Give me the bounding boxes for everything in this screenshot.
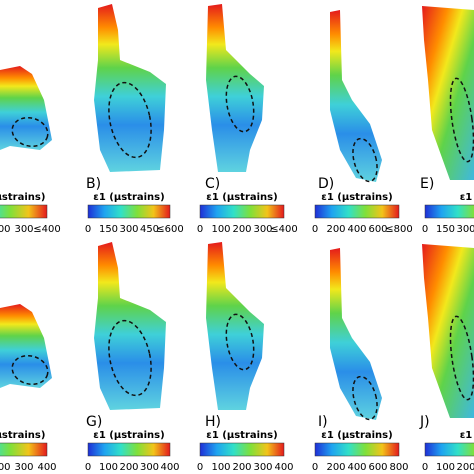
colorbar-tick-label: 600 bbox=[368, 224, 387, 235]
colorbar-tick-label: 0 bbox=[312, 224, 318, 235]
colorbar-tick-label: 200 bbox=[119, 462, 138, 473]
colorbar-title: ε1 (µstrains) bbox=[206, 430, 277, 441]
colorbar bbox=[199, 204, 285, 219]
colorbar bbox=[0, 442, 48, 457]
colorbar bbox=[424, 442, 474, 457]
colorbar-tick-label: 600 bbox=[368, 462, 387, 473]
colorbar bbox=[424, 204, 474, 219]
colorbar-tick-label: 200 bbox=[232, 462, 251, 473]
colorbar-tick-label: 100 bbox=[211, 224, 230, 235]
colorbar-tick-label: 0 bbox=[197, 224, 203, 235]
colorbar-tick-label: 300 bbox=[14, 224, 33, 235]
strain-maps-bottom bbox=[0, 241, 474, 423]
colorbar bbox=[87, 204, 171, 219]
colorbar-title: ε1 (µstrains) bbox=[93, 430, 164, 441]
colorbar-tick-label: 300 bbox=[456, 224, 474, 235]
colorbar-tick-label: 300 bbox=[140, 462, 159, 473]
colorbar-tick-label: 150 bbox=[99, 224, 118, 235]
colorbar bbox=[87, 442, 171, 457]
panel-letter: D) bbox=[318, 176, 334, 192]
colorbar-tick-label: 0 bbox=[197, 462, 203, 473]
colorbar-tick-label: 100 bbox=[99, 462, 118, 473]
colorbar-tick-label: 300 bbox=[253, 224, 272, 235]
colorbar-tick-label: 300 bbox=[119, 224, 138, 235]
colorbar-tick-label: 0 bbox=[422, 224, 428, 235]
colorbar-tick-label: 450 bbox=[140, 224, 159, 235]
colorbar-title: ε1 (µstrains) bbox=[321, 430, 392, 441]
colorbar-tick-label: 400 bbox=[160, 462, 179, 473]
panel-letter: E) bbox=[420, 176, 434, 192]
colorbar-tick-label: ≤400 bbox=[33, 224, 60, 235]
panel-letter: C) bbox=[205, 176, 220, 192]
colorbar-tick-label: ≤400 bbox=[270, 224, 297, 235]
colorbar-tick-label: 300 bbox=[253, 462, 272, 473]
panel-letter: H) bbox=[205, 414, 221, 430]
colorbar-tick-label: 150 bbox=[436, 224, 455, 235]
colorbar-title: ε1 (µstrains) bbox=[321, 192, 392, 203]
colorbar-tick-label: 200 bbox=[326, 462, 345, 473]
panel-letter: B) bbox=[86, 176, 101, 192]
colorbar bbox=[0, 204, 48, 219]
panel-letter: I) bbox=[318, 414, 328, 430]
colorbar-tick-label: 200 bbox=[326, 224, 345, 235]
colorbar bbox=[199, 442, 285, 457]
colorbar bbox=[314, 442, 400, 457]
colorbar-tick-label: ≤600 bbox=[156, 224, 183, 235]
colorbar-tick-label: 400 bbox=[347, 224, 366, 235]
colorbar-tick-label: 200 bbox=[232, 224, 251, 235]
colorbar-tick-label: 400 bbox=[274, 462, 293, 473]
colorbar-title: ε1 bbox=[460, 430, 473, 441]
colorbar-tick-label: 0 bbox=[85, 224, 91, 235]
strain-maps-top bbox=[0, 3, 474, 185]
colorbar-tick-label: 0 bbox=[422, 462, 428, 473]
colorbar-title: ε1 bbox=[460, 192, 473, 203]
colorbar-tick-label: 400 bbox=[37, 462, 56, 473]
panel-letter: G) bbox=[86, 414, 102, 430]
colorbar bbox=[314, 204, 400, 219]
colorbar-tick-label: 100 bbox=[436, 462, 455, 473]
colorbar-tick-label: 200 bbox=[0, 224, 11, 235]
colorbar-tick-label: 800 bbox=[389, 462, 408, 473]
colorbar-tick-label: 100 bbox=[211, 462, 230, 473]
colorbar-tick-label: 200 bbox=[0, 462, 11, 473]
colorbar-tick-label: ≤800 bbox=[385, 224, 412, 235]
colorbar-title: µstrains) bbox=[0, 192, 45, 203]
colorbar-tick-label: 200 bbox=[456, 462, 474, 473]
colorbar-tick-label: 0 bbox=[85, 462, 91, 473]
panel-letter: J) bbox=[419, 414, 430, 430]
colorbar-title: ε1 (µstrains) bbox=[93, 192, 164, 203]
colorbar-title: µstrains) bbox=[0, 430, 45, 441]
colorbar-tick-label: 400 bbox=[347, 462, 366, 473]
colorbar-tick-label: 0 bbox=[312, 462, 318, 473]
colorbar-title: ε1 (µstrains) bbox=[206, 192, 277, 203]
colorbar-tick-label: 300 bbox=[14, 462, 33, 473]
